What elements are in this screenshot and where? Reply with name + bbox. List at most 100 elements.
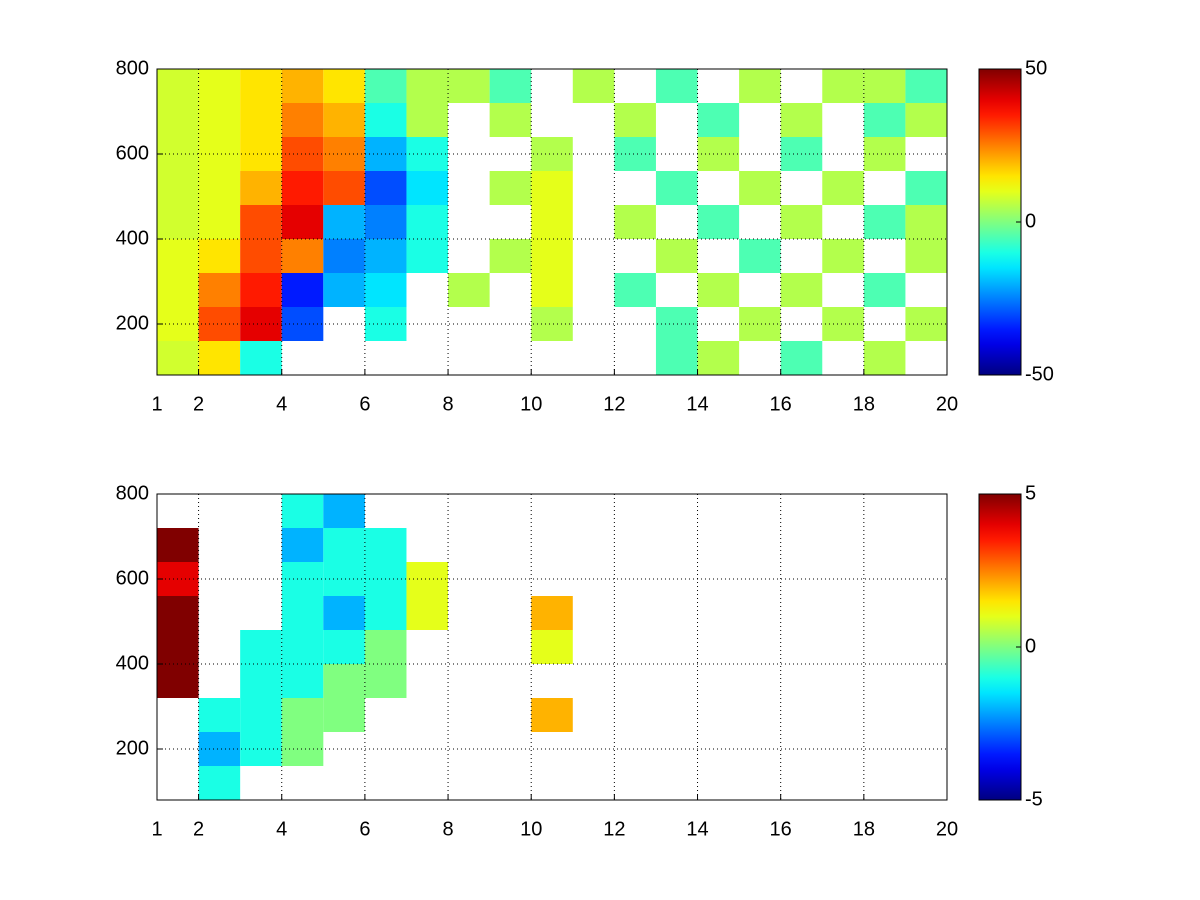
heatmap-cell (281, 596, 324, 630)
colorbar (978, 68, 1022, 376)
x-tick-label: 16 (770, 393, 792, 415)
colorbar-tick-label: -5 (1025, 788, 1043, 810)
x-tick-label: 20 (936, 393, 958, 415)
heatmap-cell (863, 341, 906, 375)
heatmap-cell (281, 732, 324, 766)
heatmap-cell (281, 137, 324, 171)
heatmap-cell (614, 205, 656, 239)
heatmap-cell (281, 494, 324, 528)
x-tick-label: 14 (686, 393, 708, 415)
heatmap-cell (822, 171, 864, 205)
y-tick-label: 600 (116, 567, 149, 589)
plot-frame (156, 493, 948, 801)
heatmap-cell (697, 137, 740, 171)
heatmap-cell (489, 69, 532, 103)
heatmap-cell (281, 664, 324, 698)
x-tick-label: 10 (520, 818, 542, 840)
x-tick-label: 2 (193, 818, 204, 840)
heatmap-cell (406, 171, 449, 205)
heatmap-cell (240, 341, 282, 375)
heatmap-cell (780, 205, 823, 239)
heatmap-cell (739, 171, 781, 205)
heatmap-cell (655, 341, 698, 375)
heatmap-cell (780, 103, 823, 137)
heatmap-cell (198, 103, 241, 137)
heatmap-cell (198, 171, 241, 205)
y-tick-label: 200 (116, 312, 149, 334)
heatmap-cell (157, 630, 199, 664)
heatmap-cell (614, 103, 656, 137)
heatmap-cell (157, 341, 199, 375)
heatmap-cell (157, 273, 199, 307)
heatmap-cell (655, 171, 698, 205)
heatmap-cell (281, 698, 324, 732)
heatmap-cell (739, 239, 781, 273)
heatmap-cell (240, 273, 282, 307)
heatmap-cell (240, 239, 282, 273)
heatmap-cell (281, 528, 324, 562)
colorbar-tick-label: 0 (1025, 635, 1036, 657)
heatmap-cell (364, 171, 407, 205)
heatmap-cell (240, 732, 282, 766)
y-tick-label: 600 (116, 142, 149, 164)
heatmap-cell (905, 103, 947, 137)
heatmap-cell (198, 239, 241, 273)
heatmap-cell (697, 273, 740, 307)
heatmap-cell (198, 341, 241, 375)
heatmap-cell (406, 103, 449, 137)
heatmap-cell (406, 205, 449, 239)
heatmap-cell (198, 698, 241, 732)
heatmap-cell (323, 205, 365, 239)
x-tick-label: 20 (936, 818, 958, 840)
colorbar-tick-label: 5 (1025, 482, 1036, 504)
x-tick-label: 8 (442, 818, 453, 840)
heatmap-cell (531, 205, 573, 239)
colorbar-tick-label: 50 (1025, 57, 1047, 79)
heatmap-cell (157, 103, 199, 137)
heatmap-cell (240, 103, 282, 137)
heatmap-cell (489, 171, 532, 205)
heatmap-cell (863, 69, 906, 103)
heatmap-cell (697, 103, 740, 137)
heatmap-cell (655, 307, 698, 341)
heatmap-cell (489, 239, 532, 273)
heatmap-cell (697, 341, 740, 375)
heatmap-cell (198, 69, 241, 103)
heatmap-cell (739, 69, 781, 103)
x-tick-label: 4 (276, 393, 287, 415)
heatmap-cell (281, 171, 324, 205)
heatmap-cell (697, 205, 740, 239)
x-tick-label: 16 (770, 818, 792, 840)
heatmap-cell (157, 205, 199, 239)
heatmap-cell (863, 205, 906, 239)
colorbar (978, 493, 1022, 801)
heatmap-cell (448, 69, 490, 103)
heatmap-cell (905, 307, 947, 341)
heatmap-cell (323, 596, 365, 630)
x-tick-label: 1 (151, 818, 162, 840)
heatmap-cell (489, 103, 532, 137)
heatmap-cell (323, 171, 365, 205)
heatmap-cell (281, 562, 324, 596)
heatmap-cell (863, 103, 906, 137)
heatmap-cell (157, 69, 199, 103)
heatmap-cell (323, 528, 365, 562)
heatmap-cell (281, 205, 324, 239)
heatmap-cell (905, 205, 947, 239)
x-tick-label: 6 (359, 818, 370, 840)
heatmap-cell (323, 698, 365, 732)
heatmap-cell (863, 273, 906, 307)
heatmap-cell (364, 239, 407, 273)
heatmap-cell (364, 273, 407, 307)
x-tick-label: 10 (520, 393, 542, 415)
heatmap-cell (572, 69, 615, 103)
heatmap-cell (281, 69, 324, 103)
heatmap-cell (323, 664, 365, 698)
heatmap-cell (406, 239, 449, 273)
heatmap-cell (531, 596, 573, 630)
heatmap-cell (531, 171, 573, 205)
heatmap-cell (240, 69, 282, 103)
heatmap-cell (281, 273, 324, 307)
heatmap-cell (448, 273, 490, 307)
